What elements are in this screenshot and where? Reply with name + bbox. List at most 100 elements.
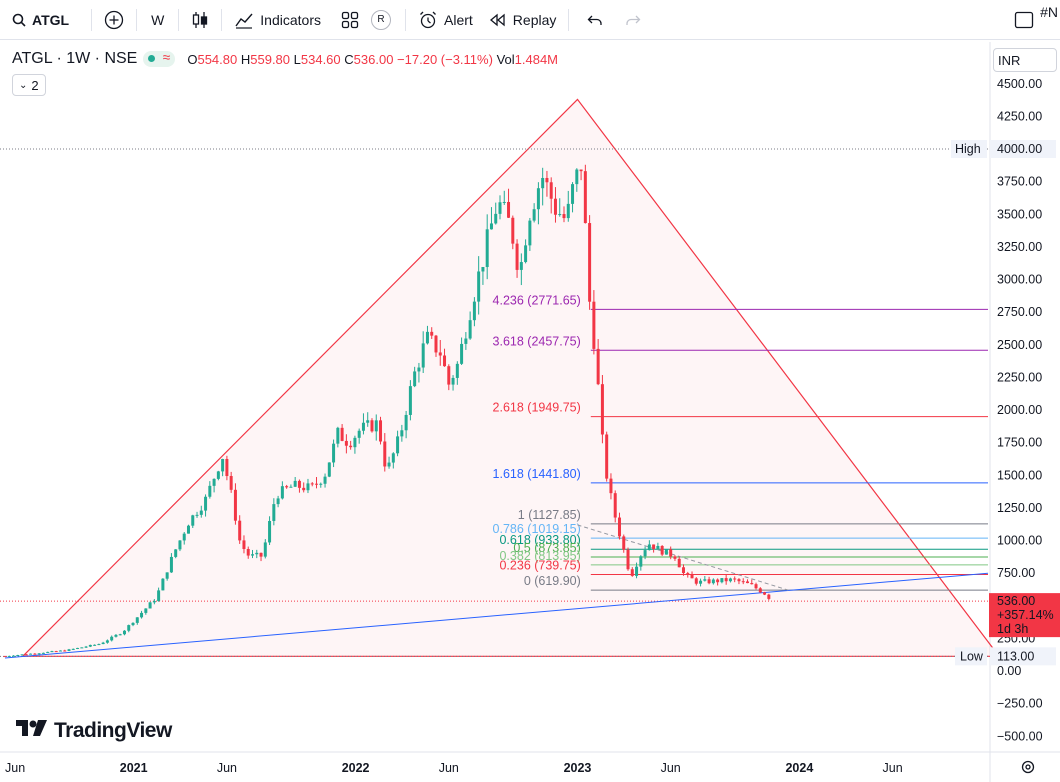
candle-body: [157, 590, 161, 602]
redo-button[interactable]: [617, 4, 649, 36]
candle-body: [519, 262, 523, 270]
candle-body: [536, 188, 540, 210]
fullscreen-button[interactable]: [1006, 4, 1042, 36]
trend-lines[interactable]: [0, 148, 989, 659]
candle-body: [545, 177, 549, 183]
replay-button[interactable]: Replay: [481, 4, 565, 36]
chart-type-button[interactable]: [183, 4, 217, 36]
candle-body: [12, 655, 16, 657]
candle-body: [421, 343, 425, 368]
layouts-button[interactable]: [333, 4, 367, 36]
candle-body: [174, 549, 178, 557]
candle-body: [609, 478, 613, 494]
indicators-button[interactable]: Indicators: [226, 4, 329, 36]
y-tick-label: 1250.00: [997, 501, 1042, 515]
separator: [136, 8, 138, 31]
candle-body: [353, 437, 357, 448]
trend-line: [4, 572, 989, 659]
candle-body: [186, 525, 190, 534]
candle-body: [694, 578, 698, 584]
market-status-badge[interactable]: ≈: [143, 49, 176, 67]
candle-body: [507, 201, 511, 218]
candle-body: [46, 651, 50, 653]
undo-button[interactable]: [579, 4, 611, 36]
replay-badge-button[interactable]: R: [367, 4, 395, 36]
candle-body: [208, 485, 212, 497]
candle-body: [434, 335, 438, 353]
candle-body: [707, 579, 711, 584]
low-label-legend: L: [293, 51, 301, 67]
candle-body: [455, 363, 459, 378]
symbol-search-button[interactable]: ATGL: [12, 4, 77, 36]
candle-body: [669, 549, 673, 557]
candle-body: [494, 213, 498, 224]
candle-body: [443, 355, 447, 367]
collapsed-count: 2: [31, 77, 39, 93]
price-axis[interactable]: 4500.00 4250.00 4000.00 3750.00 3500.00 3250.…: [951, 77, 1060, 744]
candle-body: [686, 573, 690, 575]
candle-body: [588, 223, 592, 302]
candle-body: [178, 540, 182, 550]
interval-button[interactable]: W: [141, 4, 174, 36]
candle-body: [323, 476, 327, 484]
low-label-bg: [955, 647, 987, 666]
y-tick-label: −250.00: [997, 697, 1043, 711]
candle-body: [340, 427, 344, 441]
tradingview-watermark[interactable]: TradingView: [16, 718, 172, 744]
price-label-box: [989, 593, 1060, 638]
candle-body: [97, 644, 101, 646]
y-tick-label: 4250.00: [997, 109, 1042, 123]
x-tick-label: Jun: [439, 761, 459, 775]
x-tick-label: 2022: [342, 761, 370, 775]
wave-icon: ≈: [162, 49, 171, 65]
candle-body: [741, 581, 745, 583]
candle-body: [58, 650, 62, 652]
alert-button[interactable]: Alert: [410, 4, 481, 36]
x-tick-label: Jun: [661, 761, 681, 775]
settings-gear-icon[interactable]: [1021, 760, 1035, 774]
candle-body: [127, 625, 131, 631]
candle-body: [285, 486, 289, 488]
currency-select[interactable]: INR: [993, 48, 1057, 72]
candle-body: [400, 430, 404, 437]
candle-body: [681, 567, 685, 574]
candle-body: [41, 652, 45, 654]
candle-body: [148, 602, 152, 609]
candle-body: [50, 651, 54, 653]
legend-collapse-button[interactable]: ⌄ 2: [12, 74, 46, 96]
y-tick-label: 1750.00: [997, 436, 1042, 450]
candle-body: [745, 581, 749, 584]
candle-body: [7, 655, 11, 657]
candle-body: [272, 504, 276, 521]
low-value: 534.60: [300, 51, 341, 67]
fib-extension[interactable]: 4.236 (2771.65) 3.618 (2457.75) 2.618 (194…: [493, 293, 988, 591]
compare-button[interactable]: [96, 4, 132, 36]
candle-body: [84, 646, 88, 648]
candle-body: [635, 566, 639, 576]
tradingview-logo-icon: [16, 718, 48, 744]
candle-body: [464, 338, 468, 344]
candle-body: [592, 301, 596, 349]
separator: [568, 8, 570, 31]
candle-body: [472, 301, 476, 321]
x-tick-label: 2021: [120, 761, 148, 775]
candle-body: [165, 572, 169, 579]
candle-body: [135, 617, 139, 623]
candle-body: [417, 367, 421, 372]
high-value-bg: [990, 140, 1056, 159]
candle-body: [391, 453, 395, 463]
candle-body: [532, 209, 536, 221]
top-toolbar: ATGL W Indicators: [0, 0, 1060, 40]
candle-body: [161, 578, 165, 591]
candle-body: [673, 556, 677, 559]
y-tick-label: 3500.00: [997, 207, 1042, 221]
candle-body: [302, 487, 306, 491]
candle-body: [246, 549, 250, 556]
time-axis[interactable]: Jun 2021 Jun 2022 Jun 2023 Jun 2024 Jun: [5, 760, 1035, 775]
change-value: −17.20 (−3.11%): [397, 51, 493, 67]
candle-body: [498, 202, 502, 214]
candle-body: [212, 478, 216, 486]
legend-title[interactable]: ATGL · 1W · NSE: [12, 50, 138, 67]
separator: [178, 8, 180, 31]
